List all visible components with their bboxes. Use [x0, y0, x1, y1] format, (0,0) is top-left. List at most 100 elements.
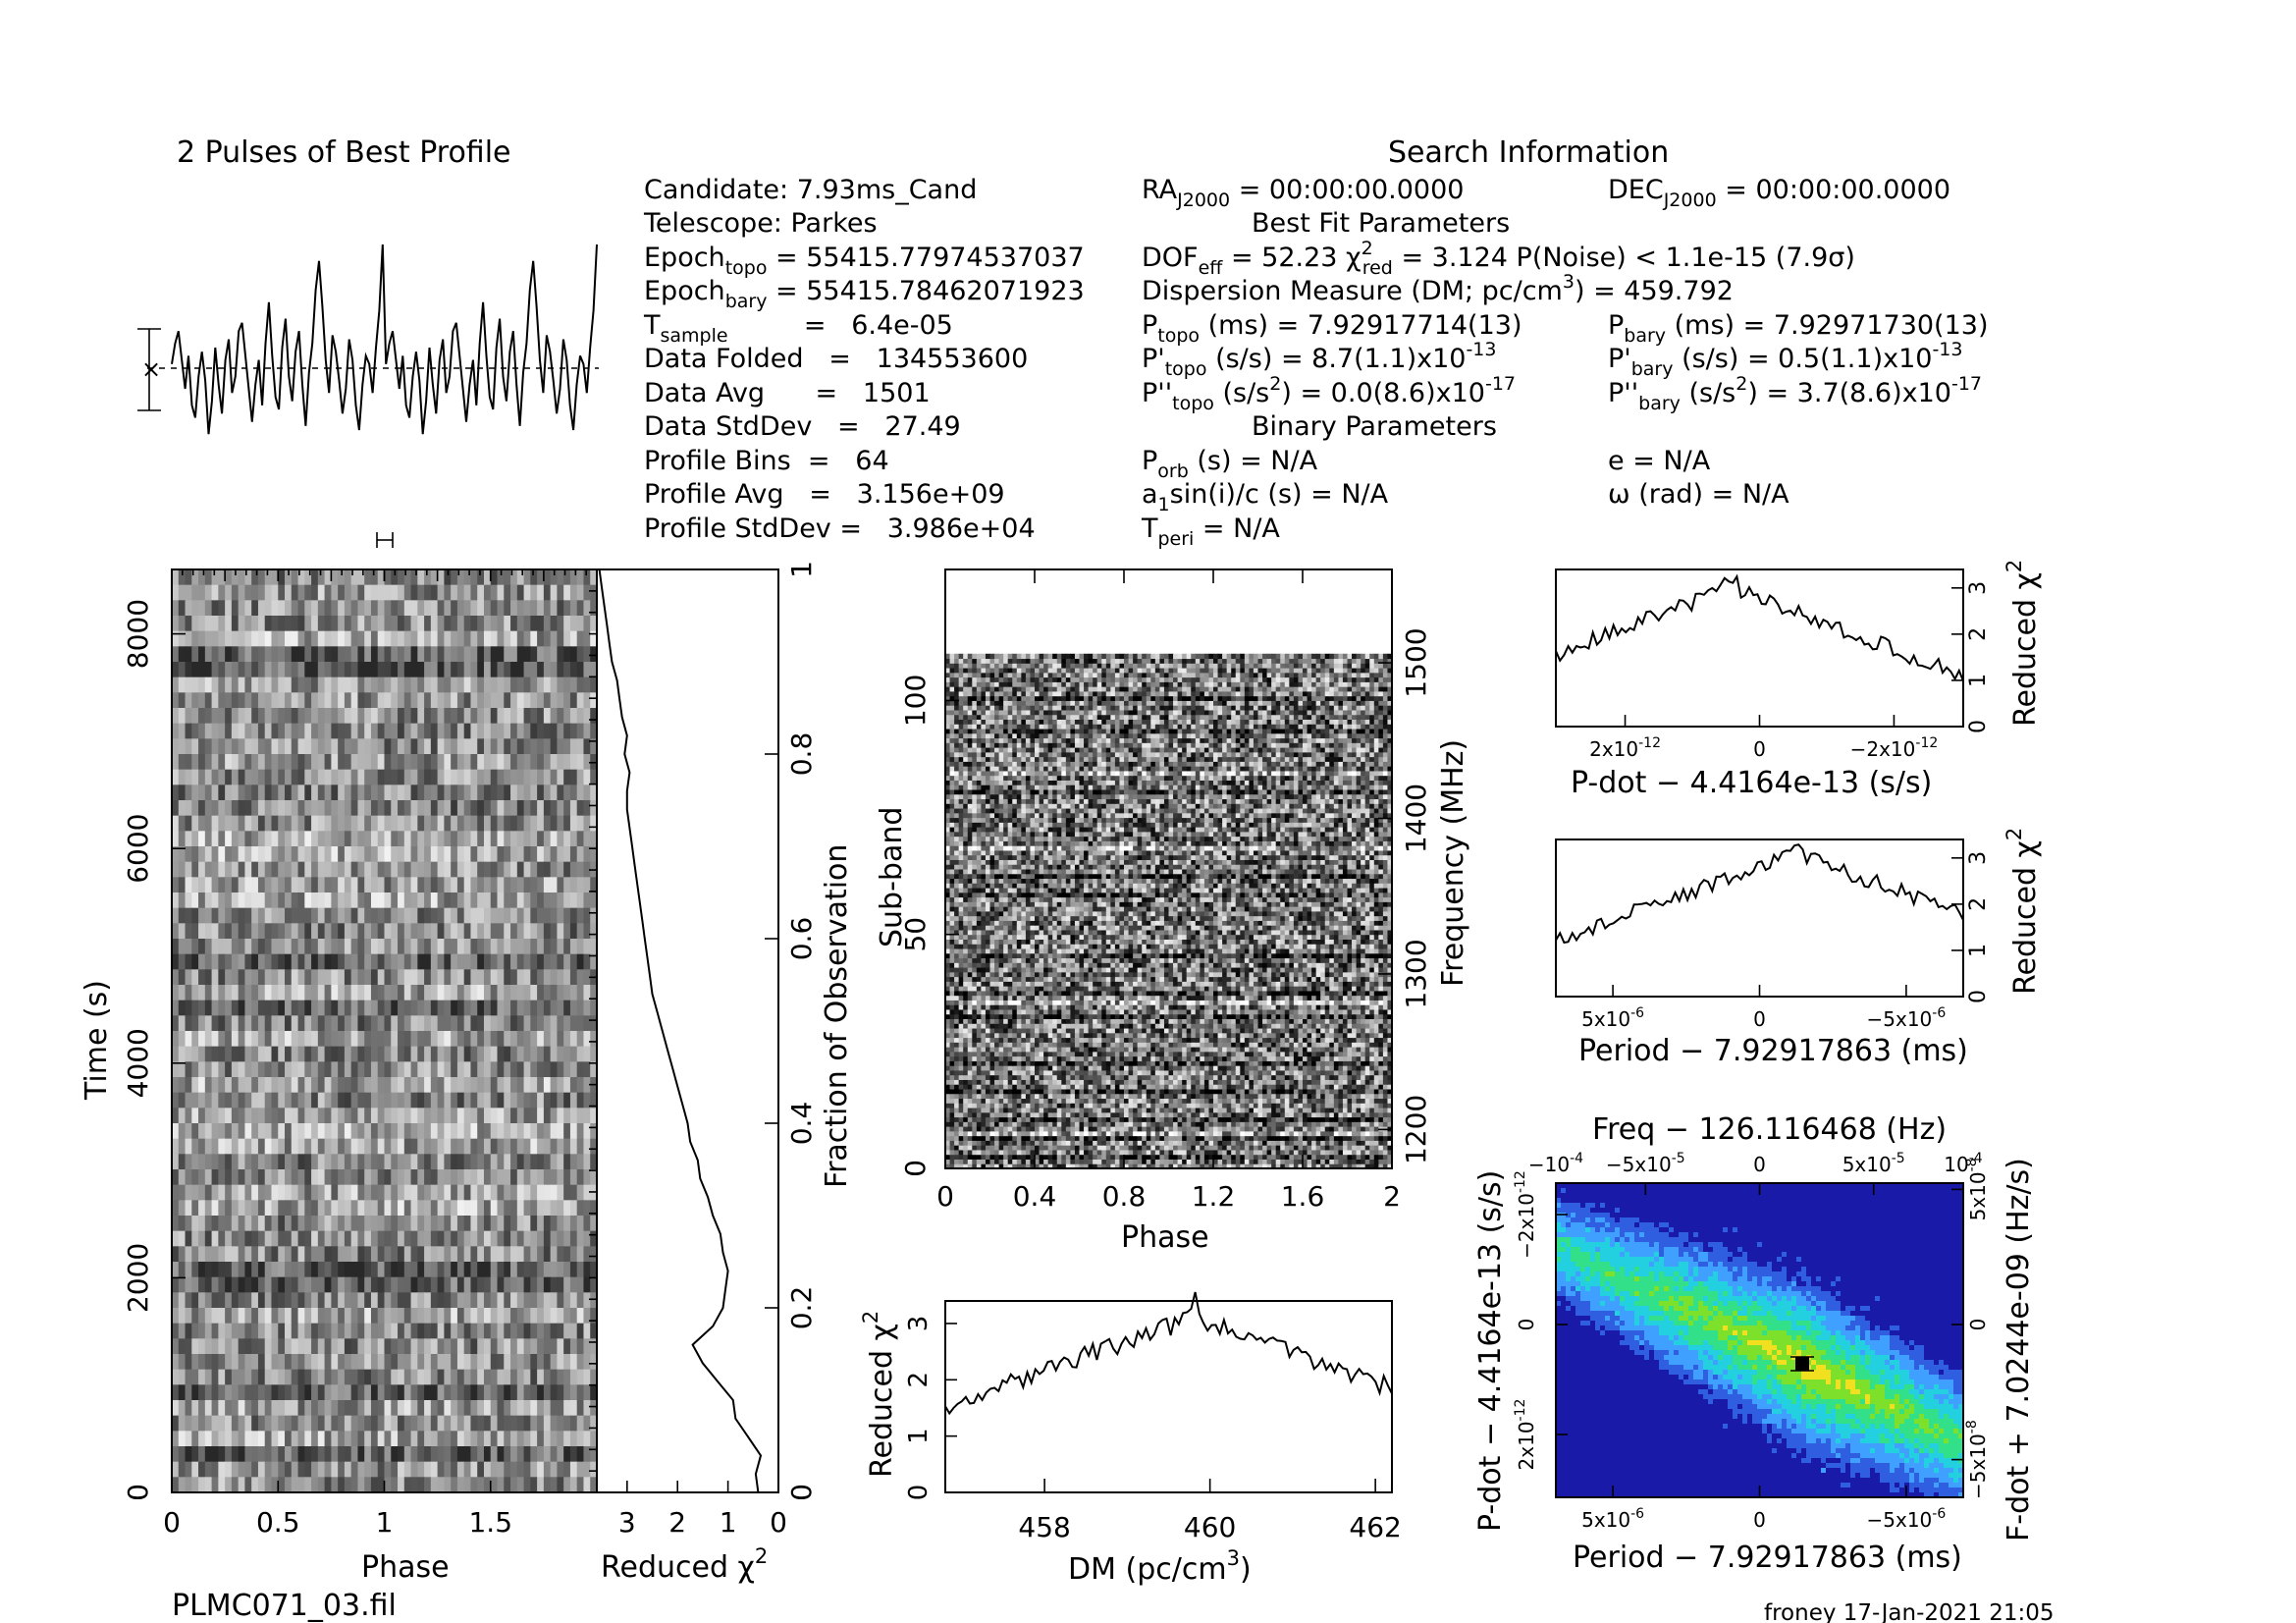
time-phase-cell	[498, 1431, 505, 1446]
time-phase-cell	[577, 954, 584, 970]
time-phase-cell	[484, 923, 491, 939]
time-phase-cell	[345, 1354, 351, 1370]
time-phase-cell	[444, 1246, 451, 1262]
subband-cell	[1106, 1145, 1111, 1150]
time-phase-cell	[470, 893, 477, 908]
time-phase-cell	[544, 646, 551, 662]
time-phase-cell	[498, 1077, 505, 1093]
time-phase-cell	[364, 1093, 371, 1109]
time-phase-cell	[212, 677, 219, 693]
time-phase-cell	[385, 1093, 392, 1109]
time-phase-cell	[205, 1139, 212, 1155]
time-phase-cell	[244, 877, 251, 893]
time-phase-cell	[504, 770, 510, 785]
time-phase-cell	[563, 1216, 570, 1231]
time-phase-cell	[551, 846, 558, 862]
time-phase-cell	[251, 1185, 258, 1201]
time-phase-cell	[325, 646, 332, 662]
time-phase-cell	[218, 1246, 225, 1262]
time-phase-cell	[563, 662, 570, 677]
time-phase-cell	[292, 1292, 298, 1308]
subband-cell	[1383, 1136, 1388, 1141]
subband-cell	[990, 1140, 995, 1145]
time-phase-cell	[212, 1400, 219, 1416]
subband-cell	[1178, 1155, 1183, 1160]
subband-cell	[968, 1150, 973, 1155]
time-phase-cell	[444, 585, 451, 601]
time-phase-cell	[212, 862, 219, 878]
time-phase-cell	[198, 600, 205, 616]
time-phase-cell	[292, 1477, 298, 1492]
time-phase-cell	[504, 738, 510, 754]
time-phase-cell	[391, 1108, 398, 1123]
time-phase-cell	[232, 1446, 239, 1462]
time-phase-cell	[205, 1400, 212, 1416]
time-phase-cell	[304, 1047, 311, 1062]
time-phase-cell	[530, 862, 537, 878]
time-phase-cell	[239, 738, 245, 754]
time-phase-cell	[504, 677, 510, 693]
subband-cell	[1267, 1155, 1272, 1160]
time-phase-cell	[477, 1462, 484, 1478]
time-phase-cell	[431, 862, 438, 878]
time-phase-cell	[524, 585, 531, 601]
time-phase-cell	[357, 708, 364, 724]
time-phase-cell	[537, 1108, 544, 1123]
time-phase-cell	[318, 1139, 325, 1155]
time-phase-cell	[583, 1015, 590, 1031]
subband-cell	[1334, 1159, 1339, 1163]
time-phase-cell	[292, 1231, 298, 1247]
time-phase-cell	[364, 1324, 371, 1339]
time-phase-cell	[191, 1031, 198, 1047]
time-phase-cell	[470, 770, 477, 785]
subband-cell	[1187, 1136, 1192, 1141]
time-phase-cell	[212, 569, 219, 585]
time-phase-cell	[484, 1154, 491, 1169]
subband-cell	[1191, 1150, 1196, 1155]
time-phase-cell	[191, 1277, 198, 1293]
time-phase-cell	[524, 1154, 531, 1169]
time-phase-cell	[530, 692, 537, 708]
time-phase-cell	[351, 1047, 358, 1062]
time-phase-cell	[484, 1001, 491, 1016]
time-phase-cell	[285, 923, 292, 939]
time-phase-cell	[239, 1308, 245, 1324]
time-phase-cell	[424, 616, 431, 631]
time-phase-cell	[304, 770, 311, 785]
time-phase-cell	[411, 969, 418, 985]
time-phase-cell	[378, 1001, 385, 1016]
time-phase-cell	[172, 877, 179, 893]
time-phase-cell	[551, 1169, 558, 1185]
time-phase-cell	[331, 1416, 338, 1432]
time-phase-cell	[265, 738, 272, 754]
time-phase-cell	[398, 816, 404, 832]
subband-cell	[1182, 1131, 1187, 1136]
subband-cell	[1285, 1159, 1290, 1163]
time-phase-cell	[391, 923, 398, 939]
time-phase-cell	[218, 1308, 225, 1324]
subband-cell	[1218, 1150, 1223, 1155]
subband-cell	[1178, 1150, 1183, 1155]
time-phase-cell	[504, 1123, 510, 1139]
time-phase-cell	[292, 1462, 298, 1478]
time-phase-cell	[570, 985, 577, 1001]
time-phase-cell	[351, 708, 358, 724]
time-phase-cell	[364, 724, 371, 739]
time-phase-cell	[304, 724, 311, 739]
time-phase-cell	[244, 708, 251, 724]
time-phase-cell	[411, 816, 418, 832]
time-phase-cell	[477, 1061, 484, 1077]
time-phase-cell	[385, 1200, 392, 1216]
time-phase-cell	[530, 1400, 537, 1416]
time-phase-cell	[172, 969, 179, 985]
time-phase-cell	[292, 862, 298, 878]
time-phase-cell	[345, 1077, 351, 1093]
time-phase-cell	[318, 569, 325, 585]
time-phase-cell	[491, 1139, 498, 1155]
time-phase-cell	[544, 862, 551, 878]
time-phase-cell	[278, 846, 285, 862]
time-phase-cell	[570, 1477, 577, 1492]
time-phase-cell	[424, 1139, 431, 1155]
time-phase-cell	[285, 738, 292, 754]
time-phase-cell	[172, 1262, 179, 1277]
